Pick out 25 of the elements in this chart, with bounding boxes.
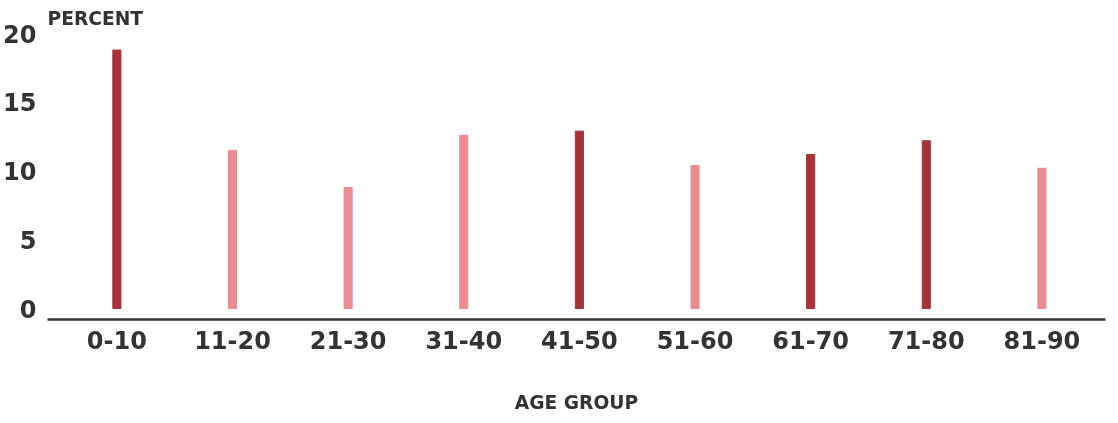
bar xyxy=(343,187,353,309)
bar xyxy=(921,140,931,309)
x-tick-label: 0-10 xyxy=(86,326,147,355)
y-tick-label: 10 xyxy=(3,158,37,186)
x-tick-label: 81-90 xyxy=(1003,326,1081,355)
y-tick-label: 0 xyxy=(19,295,37,324)
x-tick-label: 41-50 xyxy=(541,326,618,355)
bar xyxy=(806,154,816,309)
y-tick-label: 15 xyxy=(3,89,37,118)
bar xyxy=(112,49,122,309)
y-tick-label: 20 xyxy=(3,20,37,49)
y-tick-label: 5 xyxy=(19,226,37,255)
x-axis-title: AGE GROUP xyxy=(514,391,639,413)
x-tick-label: 21-30 xyxy=(309,326,387,355)
bar xyxy=(690,165,700,309)
x-tick-label: 71-80 xyxy=(887,326,965,355)
bar xyxy=(1037,167,1047,309)
y-axis-title: PERCENT xyxy=(47,7,144,29)
x-tick-label: 61-70 xyxy=(772,326,850,355)
bar xyxy=(459,134,469,309)
x-tick-label: 31-40 xyxy=(425,326,503,355)
bar xyxy=(227,149,238,309)
x-tick-label: 51-60 xyxy=(656,326,734,355)
bar xyxy=(574,130,584,309)
x-tick-label: 11-20 xyxy=(194,326,271,355)
